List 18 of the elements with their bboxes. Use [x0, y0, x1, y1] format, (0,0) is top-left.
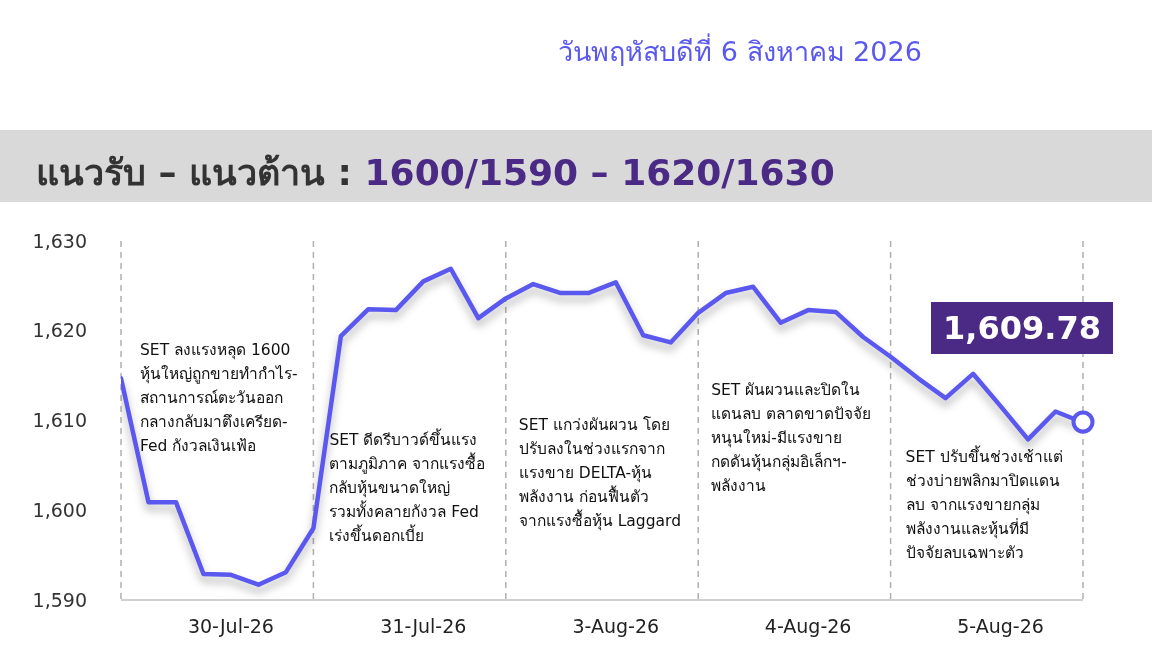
chart-subtitle: วันพฤหัสบดีที่ 6 สิงหาคม 2026 — [557, 32, 923, 69]
y-tick-label: 1,630 — [32, 229, 87, 252]
x-tick-label: 5-Aug-26 — [957, 615, 1044, 638]
annotation: 1,609.78 — [931, 302, 1113, 355]
annotation: SET ปรับขึ้นช่วงเช้าแต่ ช่วงบ่ายพลิกมาปิดแดน ลบ จากแรงขายกลุ่ม พลังงานและหุ้นที่มี ปัจจัยลบเฉพาะตัว — [905, 445, 1063, 564]
annotation: SET ผันผวนและปิดใน แดนลบ ตลาดขาดปัจจัย หนุนใหม่-มีแรงขาย กดดันหุ้นกลุ่มอิเล็กฯ- พลังงาน — [711, 380, 872, 497]
y-tick-label: 1,620 — [32, 319, 87, 342]
y-tick-label: 1,590 — [32, 588, 87, 611]
y-tick-label: 1,610 — [32, 409, 87, 432]
x-tick-label: 3-Aug-26 — [572, 615, 660, 638]
x-tick-label: 4-Aug-26 — [764, 615, 852, 638]
chart-title: แนวรับ – แนวต้าน : 1600/1590 – 1620/1630 — [36, 152, 835, 193]
annotation: SET ดีดรีบาวด์ขึ้นแรง ตามภูมิภาค จากแรงซื้อ กลับหุ้นขนาดใหญ่ รวมทั้งคลายกังวล Fed เร่งขึ้นดอกเบี้ย — [329, 428, 486, 547]
x-tick-label: 30-Jul-26 — [187, 615, 274, 638]
x-tick-label: 31-Jul-26 — [380, 615, 467, 638]
annotation: SET แกว่งผันผวน โดย ปรับลงในช่วงแรกจาก แรงขาย DELTA-หุ้น พลังงาน ก่อนฟื้นตัว จากแรงซื้อหุ้น Laggard — [518, 415, 681, 533]
annotation: SET ลงแรงหลุด 1600 หุ้นใหญ่ถูกขายทำกำไร- สถานการณ์ตะวันออก กลางกลับมาตึงเครียด- Fed กังวลเงินเฟ้อ — [140, 340, 298, 457]
y-tick-label: 1,600 — [32, 498, 87, 521]
